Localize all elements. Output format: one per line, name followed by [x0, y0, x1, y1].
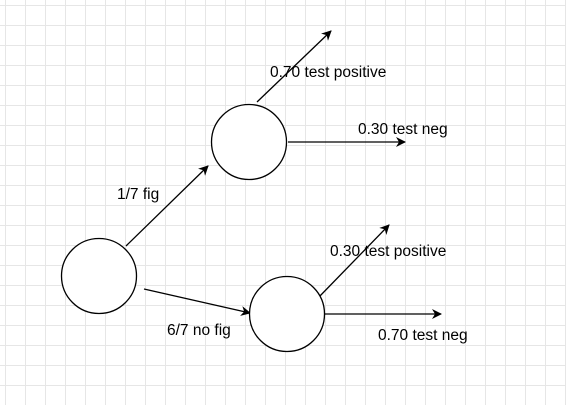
- edge-nofig-test-positive: [317, 224, 390, 299]
- edge-root-to-fig: [125, 165, 209, 247]
- label-nofig-test-neg: 0.70 test neg: [378, 327, 468, 344]
- label-root-to-fig: 1/7 fig: [117, 186, 159, 203]
- label-fig-test-positive: 0.70 test positive: [270, 64, 386, 81]
- label-nofig-test-positive: 0.30 test positive: [330, 243, 446, 260]
- edge-root-to-nofig: [143, 288, 251, 316]
- node-no-fig[interactable]: [248, 275, 326, 353]
- label-root-to-nofig: 6/7 no fig: [167, 322, 231, 339]
- label-fig-test-neg: 0.30 test neg: [358, 121, 448, 138]
- node-root[interactable]: [60, 237, 138, 315]
- node-fig[interactable]: [210, 103, 288, 181]
- edge-fig-test-positive: [256, 30, 332, 103]
